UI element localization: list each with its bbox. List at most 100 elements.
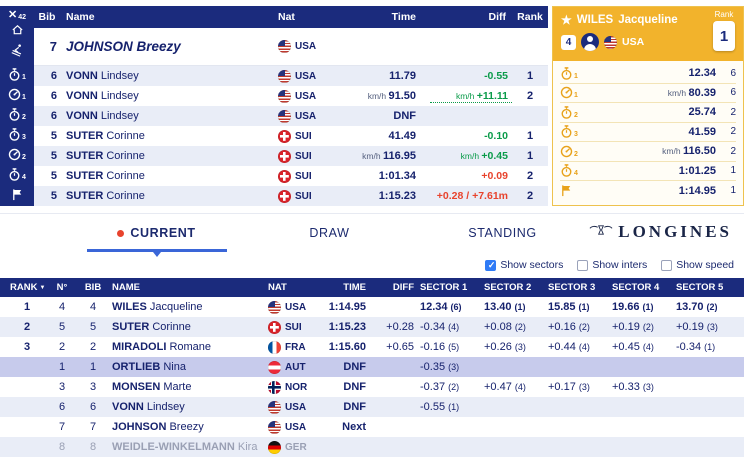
live-row[interactable]: 6 VONN Lindsey USA DNF [34,106,548,126]
split-rank: 1 [730,165,736,177]
rail-speed-1[interactable]: 1 [0,84,34,104]
rail-flag-finish[interactable] [0,184,34,204]
bib-value: 1 [89,361,97,373]
split-row[interactable]: 1 12.34 6 [560,64,736,84]
split-rank: 6 [730,87,736,99]
bib-value: 7 [89,421,97,433]
flag-sui-icon [278,169,291,183]
bib-value: 3 [89,381,97,393]
athlete-surname: JOHNSON [66,39,133,54]
split-row[interactable]: 2 25.74 2 [560,103,736,123]
rail-timer-3[interactable]: 3 [0,124,34,144]
athlete-name: SUTER Corinne [112,321,191,333]
time-value: DNF [343,361,366,373]
split-rank: 6 [730,67,736,79]
nationality: NOR [268,380,318,394]
result-row[interactable]: 7 7 JOHNSON Breezy USA Next [0,417,744,437]
sector-2-value: +0.08 (2) [484,321,526,333]
live-row[interactable]: 6 VONN Lindsey USA 11.79 -0.55 1 [34,66,548,86]
rank-value: 2 [526,170,534,182]
checkbox-icon [485,259,497,271]
longines-logo: LONGINES [589,222,732,242]
athlete-name: SUTER Corinne [66,170,145,182]
time-value: km/h 91.50 [367,90,416,102]
order-value: 5 [58,321,66,333]
sector-5-value: -0.34 (1) [676,341,716,353]
side-rail: ✕ 42 1 1 2 3 2 4 [0,6,34,206]
rank-value: 3 [23,341,31,353]
live-row[interactable]: 5 SUTER Corinne SUI 1:01.34 +0.09 2 [34,166,548,186]
nationality: USA [276,89,346,103]
rail-timer-4[interactable]: 4 [0,164,34,184]
tab-standing[interactable]: STANDING [416,214,589,252]
sector-1-value: -0.35 (3) [420,361,460,373]
col-diff: Diff [488,11,507,23]
flag-usa-icon [278,109,291,123]
racer-count: 42 [18,14,26,21]
rail-timer-2[interactable]: 2 [0,104,34,124]
filter-label: Show sectors [500,259,564,271]
rail-speed-2[interactable]: 2 [0,144,34,164]
results-table-header: RANK N° BIB NAME NAT TIME DIFF SECTOR 1 … [0,278,744,297]
live-row[interactable]: 6 VONN Lindsey USA km/h 91.50 km/h +11.11 2 [34,86,548,106]
flag-usa-icon [278,89,291,103]
close-icon[interactable]: ✕ 42 [7,9,26,22]
athlete-surname: WILES [576,14,614,26]
athlete-name: MONSEN Marte [112,381,192,393]
filter-show-inters[interactable]: Show inters [577,259,647,271]
athlete-name: MIRADOLI Romane [112,341,212,353]
live-row[interactable]: 5 SUTER Corinne SUI 41.49 -0.10 1 [34,126,548,146]
checkbox-icon [661,259,673,271]
filter-show-speed[interactable]: Show speed [661,259,734,271]
display-filters: Show sectors Show inters Show speed [0,252,744,278]
col-time: TIME [343,282,366,293]
home-icon[interactable] [11,23,24,41]
bib-value: 6 [50,90,57,102]
result-row[interactable]: 3 3 MONSEN Marte NOR DNF -0.37 (2) +0.47 (4) +0.1… [0,377,744,397]
result-row[interactable]: 1 4 4 WILES Jacqueline USA 1:14.95 12.34 (6) 13.… [0,297,744,317]
result-row[interactable]: 3 2 2 MIRADOLI Romane FRA 1:15.60 +0.65 -0.16 (5… [0,337,744,357]
split-row[interactable]: 2 km/h 116.50 2 [560,142,736,162]
result-row[interactable]: 6 6 VONN Lindsey USA DNF -0.55 (1) [0,397,744,417]
close-x-glyph: ✕ [7,9,18,21]
time-value: DNF [343,381,366,393]
athlete-panel: WILES Jacqueline 4 USA Rank 1 1 12.34 6 1 km… [552,6,744,206]
split-row[interactable]: 4 1:01.25 1 [560,162,736,181]
nationality: GER [268,440,318,454]
split-row[interactable]: 1:14.95 1 [560,181,736,201]
split-row[interactable]: 1 km/h 80.39 6 [560,84,736,103]
result-row[interactable]: 1 1 ORTLIEB Nina AUT DNF -0.35 (3) [0,357,744,377]
speed-icon: 1 [560,86,578,99]
rail-timer-1[interactable]: 1 [0,64,34,84]
sector-1-value: -0.16 (5) [420,341,460,353]
tab-current[interactable]: CURRENT [70,214,243,257]
col-rank-sort[interactable]: RANK [6,282,48,293]
bib-value: 6 [50,70,57,82]
timer-icon: 3 [560,125,578,138]
flag-aut-icon [268,360,281,374]
athlete-name: VONN Lindsey [66,70,139,82]
live-row[interactable]: 5 SUTER Corinne SUI 1:15.23 +0.28 / +7.61m 2 [34,186,548,206]
avatar [581,33,599,51]
split-value: 1:14.95 [678,184,716,197]
tab-draw[interactable]: DRAW [243,214,416,252]
filter-show-sectors[interactable]: Show sectors [485,259,563,271]
order-value: 8 [58,441,66,453]
live-row[interactable]: 5 SUTER Corinne SUI km/h 116.95 km/h +0.45 1 [34,146,548,166]
ski-jumper-icon[interactable] [10,43,24,62]
timer-icon: 1 [560,66,578,80]
athlete-name: SUTER Corinne [66,190,145,202]
split-rank: 1 [730,185,736,197]
split-row[interactable]: 3 41.59 2 [560,123,736,142]
result-row[interactable]: 8 8 WEIDLE-WINKELMANN Kira GER [0,437,744,457]
result-row[interactable]: 2 5 5 SUTER Corinne SUI 1:15.23 +0.28 -0.34 (4) +… [0,317,744,337]
sector-1-value: -0.55 (1) [420,401,460,413]
diff-value: +0.09 [481,170,508,182]
athlete-name: VONN Lindsey [66,90,139,102]
on-course-row[interactable]: 7 JOHNSON Breezy USA [34,28,548,66]
rank-label: Rank [714,10,734,19]
col-bib: Bib [38,11,56,23]
star-icon[interactable] [561,14,572,26]
flag-sui-icon [278,189,291,203]
